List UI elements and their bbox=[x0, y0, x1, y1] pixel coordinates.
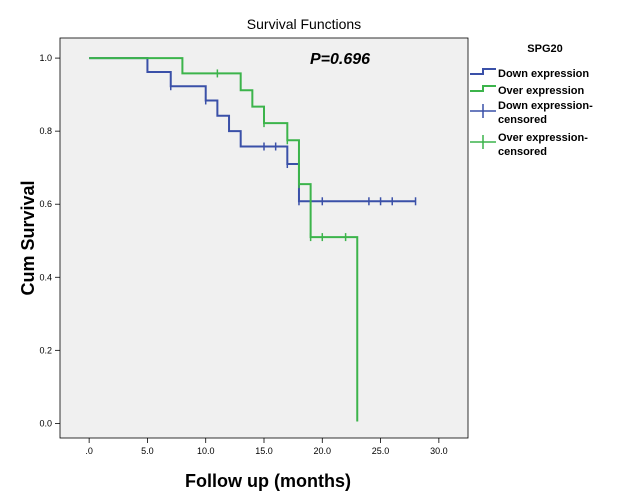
legend-swatch-down-censored bbox=[470, 104, 496, 118]
legend-entry-over-censored-2: censored bbox=[498, 146, 547, 158]
x-tick-label: .0 bbox=[85, 446, 93, 456]
p-value-annotation: P=0.696 bbox=[310, 51, 370, 68]
legend-title: SPG20 bbox=[527, 43, 562, 55]
series-line-down bbox=[89, 57, 416, 203]
legend-entry-down-censored-2: censored bbox=[498, 114, 547, 126]
x-tick-label: 5.0 bbox=[141, 446, 154, 456]
x-tick-label: 15.0 bbox=[255, 446, 273, 456]
legend-entry-down: Down expression bbox=[498, 68, 589, 80]
y-tick-label: 0.8 bbox=[39, 126, 52, 136]
y-tick-label: 0.6 bbox=[39, 199, 52, 209]
x-tick-label: 10.0 bbox=[197, 446, 215, 456]
legend-swatch-over bbox=[470, 85, 496, 92]
legend-entry-over-censored-1: Over expression- bbox=[498, 132, 588, 144]
y-tick-label: 0.0 bbox=[39, 418, 52, 428]
x-tick-label: 25.0 bbox=[372, 446, 390, 456]
legend-swatch-over-censored bbox=[470, 135, 496, 149]
legend-swatch-down bbox=[470, 68, 496, 75]
y-tick-label: 1.0 bbox=[39, 53, 52, 63]
y-tick-label: 0.4 bbox=[39, 272, 52, 282]
legend-entry-over: Over expression bbox=[498, 85, 584, 97]
legend: SPG20 Down expression Over expression Do… bbox=[470, 43, 593, 158]
x-tick-label: 20.0 bbox=[314, 446, 332, 456]
x-tick-label: 30.0 bbox=[430, 446, 448, 456]
legend-entry-down-censored-1: Down expression- bbox=[498, 100, 593, 112]
x-axis-label: Follow up (months) bbox=[185, 471, 351, 491]
y-axis-label: Cum Survival bbox=[18, 180, 38, 295]
chart-title: Survival Functions bbox=[247, 16, 361, 32]
plot-area bbox=[59, 37, 469, 439]
y-tick-label: 0.2 bbox=[39, 345, 52, 355]
